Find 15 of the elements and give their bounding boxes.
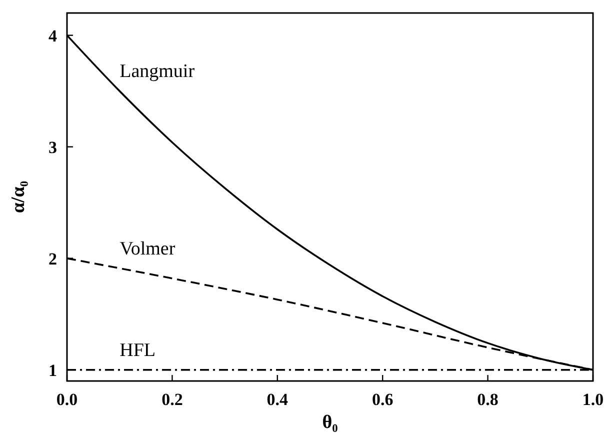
x-tick-label: 0.4 <box>266 390 289 409</box>
x-axis-title: θ₀ <box>322 412 338 433</box>
y-tick-label: 3 <box>48 138 57 157</box>
x-tick-label: 0.0 <box>56 390 78 409</box>
x-tick-label: 1.0 <box>582 390 604 409</box>
x-tick-label: 0.6 <box>372 390 394 409</box>
y-tick-label: 1 <box>48 360 57 380</box>
series-label: HFL <box>120 340 156 361</box>
series-label: Langmuir <box>120 61 196 82</box>
x-tick-label: 0.2 <box>162 390 183 409</box>
y-tick-label: 2 <box>48 249 57 268</box>
y-axis-title: α/α₀ <box>8 180 29 214</box>
y-tick-label: 4 <box>48 26 58 46</box>
x-tick-label: 0.8 <box>477 390 498 409</box>
series-label: Volmer <box>120 238 176 260</box>
